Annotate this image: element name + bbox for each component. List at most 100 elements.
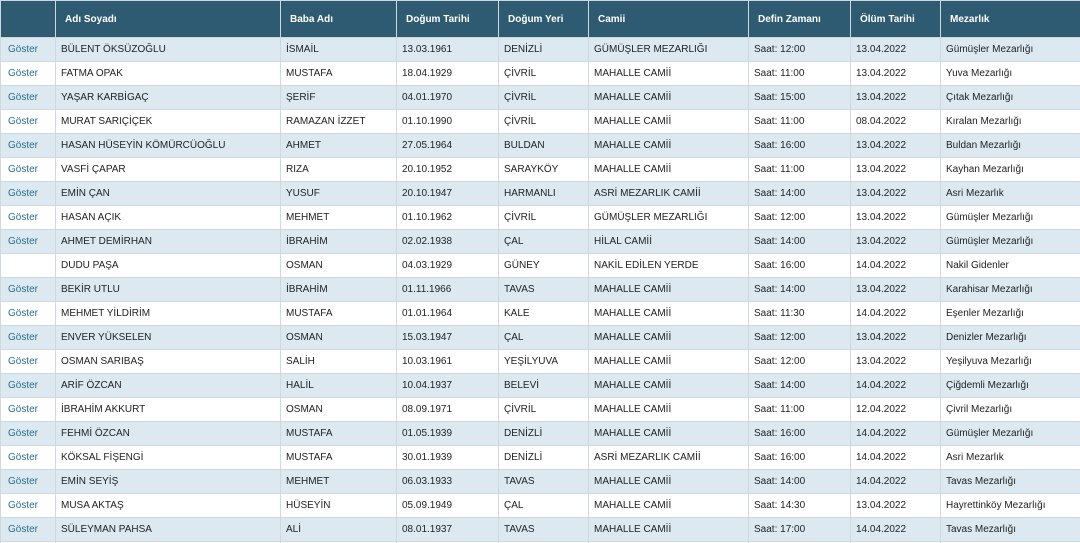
table-cell: 13.04.2022: [850, 205, 941, 230]
table-cell: Asri Mezarlık: [940, 445, 1080, 470]
table-cell: 20.10.1952: [396, 157, 499, 182]
table-cell: AHMET DEMİRHAN: [55, 229, 281, 254]
table-cell: MAHALLE CAMİİ: [588, 157, 749, 182]
column-header: Camii: [588, 0, 749, 38]
show-link[interactable]: Göster: [0, 277, 56, 302]
table-cell: 13.04.2022: [850, 61, 941, 86]
table-cell: MAHALLE CAMİİ: [588, 517, 749, 542]
table-cell: MUSTAFA: [280, 421, 397, 446]
table-cell: MAHALLE CAMİİ: [588, 277, 749, 302]
table-cell: ÇİVRİL: [498, 61, 589, 86]
show-link[interactable]: Göster: [0, 85, 56, 110]
table-cell: 14.04.2022: [850, 301, 941, 326]
table-cell: Tavas Mezarlığı: [940, 517, 1080, 542]
table-cell: 18.04.1929: [396, 61, 499, 86]
table-row: Göster AHMET DEMİRHAN İBRAHİM 02.02.1938 ÇAL…: [0, 229, 1080, 254]
show-link[interactable]: Göster: [0, 229, 56, 254]
show-link[interactable]: Göster: [0, 517, 56, 542]
table-cell: Nakil Gidenler: [940, 253, 1080, 278]
table-cell: Gümüşler Mezarlığı: [940, 421, 1080, 446]
table-cell: MAHALLE CAMİİ: [588, 301, 749, 326]
show-link[interactable]: Göster: [0, 109, 56, 134]
table-cell: GÜMÜŞLER MEZARLIĞI: [588, 205, 749, 230]
column-header: [0, 0, 56, 38]
table-cell: Gümüşler Mezarlığı: [940, 229, 1080, 254]
table-cell: FEHMİ ÖZCAN: [55, 421, 281, 446]
table-cell: 30.01.1939: [396, 445, 499, 470]
show-link[interactable]: Göster: [0, 469, 56, 494]
table-cell: BELEVİ: [498, 373, 589, 398]
table-cell: Eşenler Mezarlığı: [940, 301, 1080, 326]
show-link[interactable]: Göster: [0, 373, 56, 398]
show-link[interactable]: Göster: [0, 301, 56, 326]
table-cell: MAHALLE CAMİİ: [588, 133, 749, 158]
table-cell: MEHMET: [280, 469, 397, 494]
show-link[interactable]: Göster: [0, 37, 56, 62]
table-cell: HASAN AÇIK: [55, 205, 281, 230]
table-cell: 01.10.1990: [396, 109, 499, 134]
table-cell: 10.04.1937: [396, 373, 499, 398]
table-cell: Saat: 16:00: [748, 421, 851, 446]
table-cell: 14.04.2022: [850, 469, 941, 494]
table-cell: Saat: 17:00: [748, 517, 851, 542]
table-cell: HASAN HÜSEYİN KÖMÜRCÜOĞLU: [55, 133, 281, 158]
table-cell: İSMAİL: [280, 37, 397, 62]
table-cell: Çivril Mezarlığı: [940, 397, 1080, 422]
column-header: Defin Zamanı: [748, 0, 851, 38]
table-cell: MUSA AKTAŞ: [55, 493, 281, 518]
table-cell: SALİH: [280, 349, 397, 374]
table-cell: 13.04.2022: [850, 133, 941, 158]
table-cell: MEHMET YİLDİRİM: [55, 301, 281, 326]
table-cell: 13.04.2022: [850, 85, 941, 110]
table-row: Göster KÖKSAL FİŞENGİ MUSTAFA 30.01.1939 DEN…: [0, 445, 1080, 470]
show-link[interactable]: Göster: [0, 157, 56, 182]
table-cell: Saat: 16:00: [748, 253, 851, 278]
table-cell: Yeşilyuva Mezarlığı: [940, 349, 1080, 374]
table-cell: ÇAL: [498, 493, 589, 518]
show-link[interactable]: Göster: [0, 205, 56, 230]
show-link[interactable]: Göster: [0, 181, 56, 206]
show-link[interactable]: Göster: [0, 61, 56, 86]
table-cell: HİLAL CAMİİ: [588, 229, 749, 254]
table-cell: 13.04.2022: [850, 349, 941, 374]
column-header: Baba Adı: [280, 0, 397, 38]
table-cell: 13.04.2022: [850, 181, 941, 206]
table-cell: Yuva Mezarlığı: [940, 61, 1080, 86]
table-cell: Saat: 11:00: [748, 109, 851, 134]
table-cell: Saat: 16:00: [748, 133, 851, 158]
show-link[interactable]: Göster: [0, 133, 56, 158]
table-cell: HÜSEYİN: [280, 493, 397, 518]
table-row: Göster FEHMİ ÖZCAN MUSTAFA 01.05.1939 DENİZL…: [0, 421, 1080, 446]
column-header: Mezarlık: [940, 0, 1080, 38]
table-cell: Saat: 14:00: [748, 229, 851, 254]
table-cell: 13.03.1961: [396, 37, 499, 62]
table-cell: Saat: 12:00: [748, 325, 851, 350]
show-link[interactable]: Göster: [0, 445, 56, 470]
table-cell: OSMAN: [280, 325, 397, 350]
table-cell: 27.05.1964: [396, 133, 499, 158]
show-link[interactable]: Göster: [0, 349, 56, 374]
table-cell: Saat: 14:00: [748, 277, 851, 302]
table-cell: Saat: 11:00: [748, 397, 851, 422]
table-cell: [0, 253, 56, 278]
show-link[interactable]: Göster: [0, 493, 56, 518]
table-cell: Saat: 12:00: [748, 37, 851, 62]
table-cell: İBRAHİM: [280, 229, 397, 254]
table-cell: KÖKSAL FİŞENGİ: [55, 445, 281, 470]
table-cell: Saat: 11:00: [748, 157, 851, 182]
table-row: Göster FATMA OPAK MUSTAFA 18.04.1929 ÇİVRİL M…: [0, 61, 1080, 86]
table-cell: HALİL: [280, 373, 397, 398]
show-link[interactable]: Göster: [0, 397, 56, 422]
table-cell: ÇİVRİL: [498, 205, 589, 230]
table-row: Göster MURAT SARIÇİÇEK RAMAZAN İZZET 01.10.…: [0, 109, 1080, 134]
table-row: Göster ENVER YÜKSELEN OSMAN 15.03.1947 ÇAL MA…: [0, 325, 1080, 350]
show-link[interactable]: Göster: [0, 325, 56, 350]
table-cell: 01.01.1964: [396, 301, 499, 326]
table-cell: RIZA: [280, 157, 397, 182]
table-cell: MAHALLE CAMİİ: [588, 373, 749, 398]
show-link[interactable]: Göster: [0, 421, 56, 446]
table-row: DUDU PAŞA OSMAN 04.03.1929 GÜNEY NAKİL EDİLE…: [0, 253, 1080, 278]
table-cell: Gümüşler Mezarlığı: [940, 37, 1080, 62]
table-cell: MURAT SARIÇİÇEK: [55, 109, 281, 134]
